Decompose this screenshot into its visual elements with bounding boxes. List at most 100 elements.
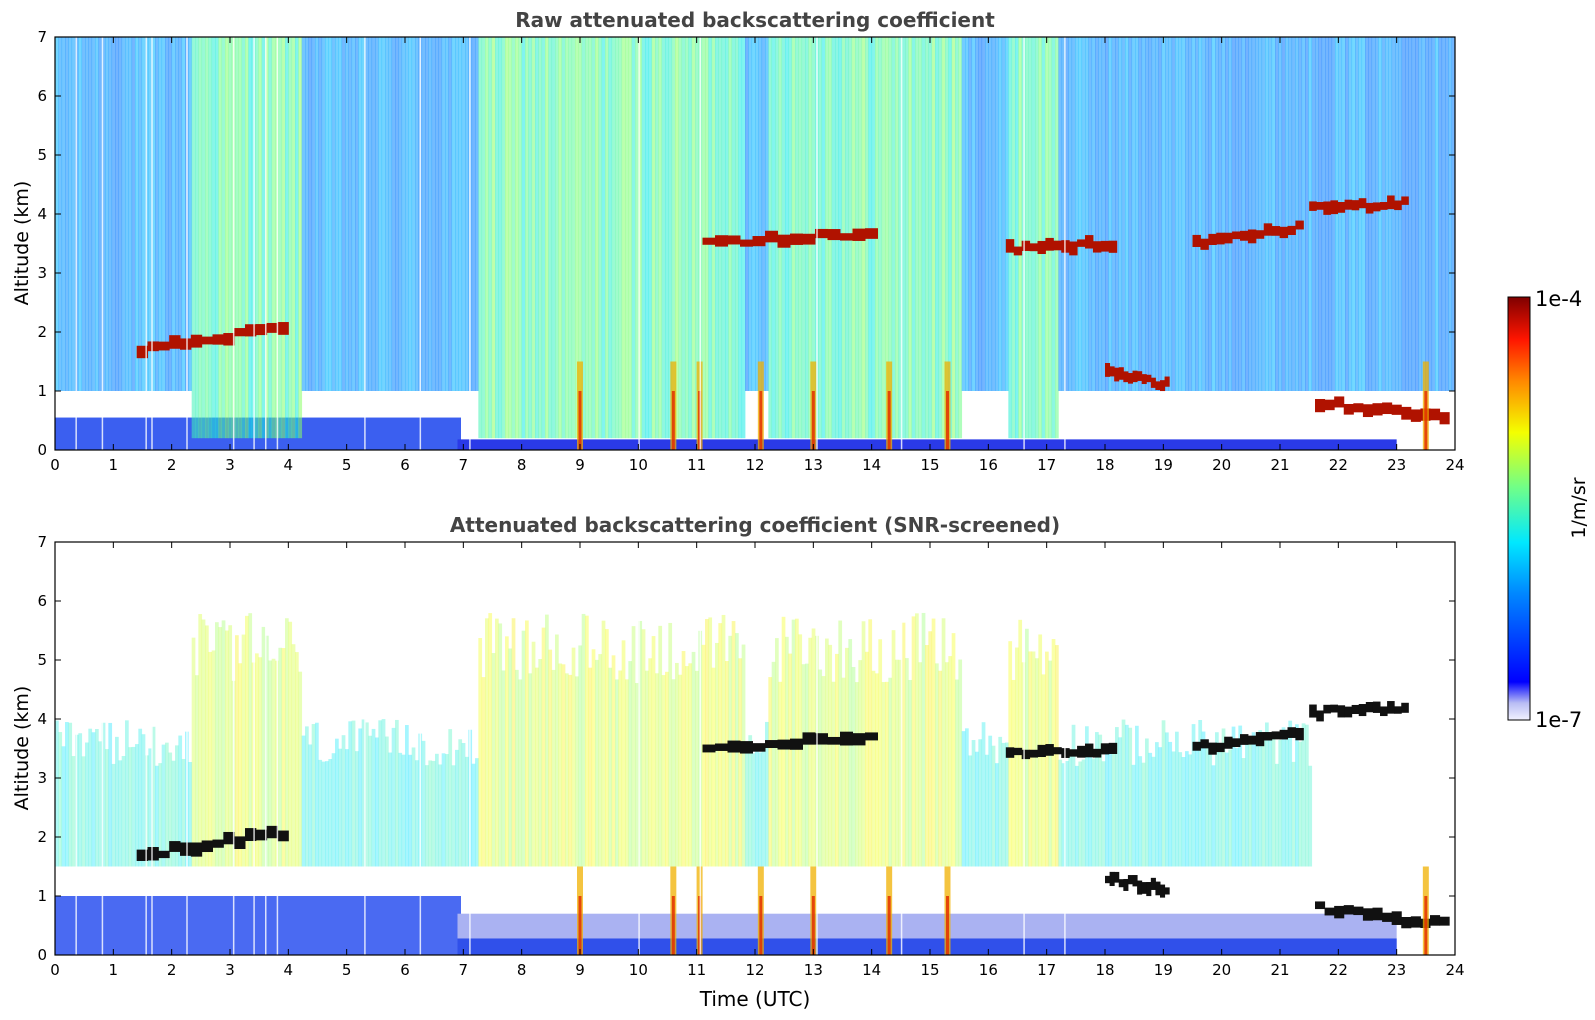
cloud-segment — [852, 733, 866, 746]
backscatter-column — [1071, 724, 1076, 867]
backscatter-column — [395, 719, 399, 867]
backscatter-column — [55, 720, 59, 867]
backscatter-column — [615, 679, 619, 867]
backscatter-column — [711, 37, 716, 439]
backscatter-column — [955, 37, 959, 439]
heatmap-field — [55, 542, 1450, 955]
precipitation-streak — [1424, 391, 1428, 450]
backscatter-column — [868, 619, 873, 867]
backscatter-column — [711, 667, 716, 867]
backscatter-column — [361, 719, 366, 867]
backscatter-column — [551, 37, 556, 439]
backscatter-column — [478, 37, 483, 439]
backscatter-column — [1301, 37, 1306, 391]
y-tick-label: 6 — [37, 87, 47, 105]
backscatter-column — [1145, 738, 1149, 867]
backscatter-column — [1125, 724, 1129, 867]
backscatter-column — [451, 765, 456, 867]
dropout-line — [101, 542, 104, 955]
backscatter-column — [545, 37, 549, 439]
x-tick-label: 8 — [517, 961, 527, 979]
backscatter-column — [471, 763, 476, 867]
backscatter-column — [488, 613, 493, 867]
backscatter-column — [191, 637, 196, 867]
backscatter-column — [445, 37, 449, 391]
cloud-segment — [136, 345, 148, 359]
cloud-segment — [1114, 367, 1120, 382]
backscatter-column — [61, 37, 66, 391]
backscatter-column — [351, 720, 356, 867]
backscatter-column — [1298, 741, 1303, 867]
backscatter-column — [1428, 37, 1433, 391]
backscatter-column — [575, 37, 579, 439]
backscatter-column — [195, 37, 199, 439]
x-tick-label: 0 — [50, 456, 60, 474]
x-axis: 0 1 2 3 4 5 6 7 8 9 10 11 12 13 14 15 16 17 18 19 20 21 22 23 24 — [50, 542, 1465, 979]
cloud-segment — [1013, 747, 1023, 756]
backscatter-column — [685, 666, 689, 867]
dropout-line — [469, 37, 471, 450]
colorbar-gradient — [1507, 296, 1531, 721]
y-axis: 0 1 2 3 4 5 6 7 — [37, 28, 1455, 459]
backscatter-column — [568, 674, 573, 867]
backscatter-column — [1235, 748, 1239, 867]
backscatter-column — [321, 37, 326, 391]
backscatter-column — [1191, 724, 1196, 867]
backscatter-column — [1001, 742, 1006, 867]
backscatter-column — [485, 37, 489, 439]
y-tick-label: 3 — [37, 264, 47, 282]
backscatter-column — [378, 37, 383, 391]
backscatter-column — [585, 615, 589, 867]
backscatter-column — [1175, 37, 1179, 391]
cloud-segment — [1118, 367, 1124, 380]
backscatter-column — [521, 630, 526, 867]
backscatter-column — [1045, 651, 1049, 867]
x-tick-label: 14 — [862, 961, 881, 979]
backscatter-column — [555, 634, 559, 867]
backscatter-column — [465, 37, 469, 391]
backscatter-column — [531, 37, 536, 439]
backscatter-column — [168, 752, 173, 867]
backscatter-column — [1381, 37, 1386, 391]
backscatter-column — [918, 662, 923, 867]
backscatter-column — [1168, 37, 1173, 391]
dropout-line — [276, 37, 279, 450]
precipitation-streak — [578, 391, 582, 450]
backscatter-column — [1278, 37, 1283, 391]
backscatter-column — [705, 619, 709, 867]
backscatter-column — [461, 37, 466, 391]
x-tick-label: 6 — [400, 456, 410, 474]
backscatter-column — [1261, 739, 1266, 867]
backscatter-column — [345, 749, 349, 867]
cloud-segment — [1146, 882, 1152, 897]
backscatter-column — [1438, 37, 1443, 391]
cloud-segment — [1146, 374, 1152, 383]
backscatter-column — [558, 37, 563, 439]
backscatter-column — [701, 37, 706, 439]
backscatter-column — [755, 744, 759, 867]
backscatter-column — [665, 671, 669, 867]
x-tick-label: 17 — [1037, 456, 1056, 474]
backscatter-column — [1098, 734, 1103, 867]
backscatter-column — [178, 37, 183, 391]
cloud-segment — [1108, 742, 1118, 754]
backscatter-column — [1055, 645, 1059, 867]
backscatter-column — [871, 670, 876, 867]
backscatter-column — [1035, 37, 1039, 439]
cloud-segment — [1109, 871, 1115, 887]
backscatter-column — [305, 37, 309, 391]
backscatter-column — [1031, 37, 1036, 439]
backscatter-column — [188, 762, 193, 867]
backscatter-column — [655, 673, 659, 867]
cloud-segment — [1208, 233, 1217, 245]
backscatter-column — [271, 658, 276, 867]
backscatter-column — [618, 670, 623, 867]
backscatter-column — [1385, 37, 1389, 391]
backscatter-column — [1271, 737, 1276, 867]
backscatter-column — [218, 627, 223, 867]
backscatter-column — [68, 722, 73, 867]
x-tick-label: 12 — [745, 456, 764, 474]
backscatter-column — [1048, 660, 1053, 867]
cloud-segment — [158, 341, 170, 351]
backscatter-column — [318, 37, 323, 391]
